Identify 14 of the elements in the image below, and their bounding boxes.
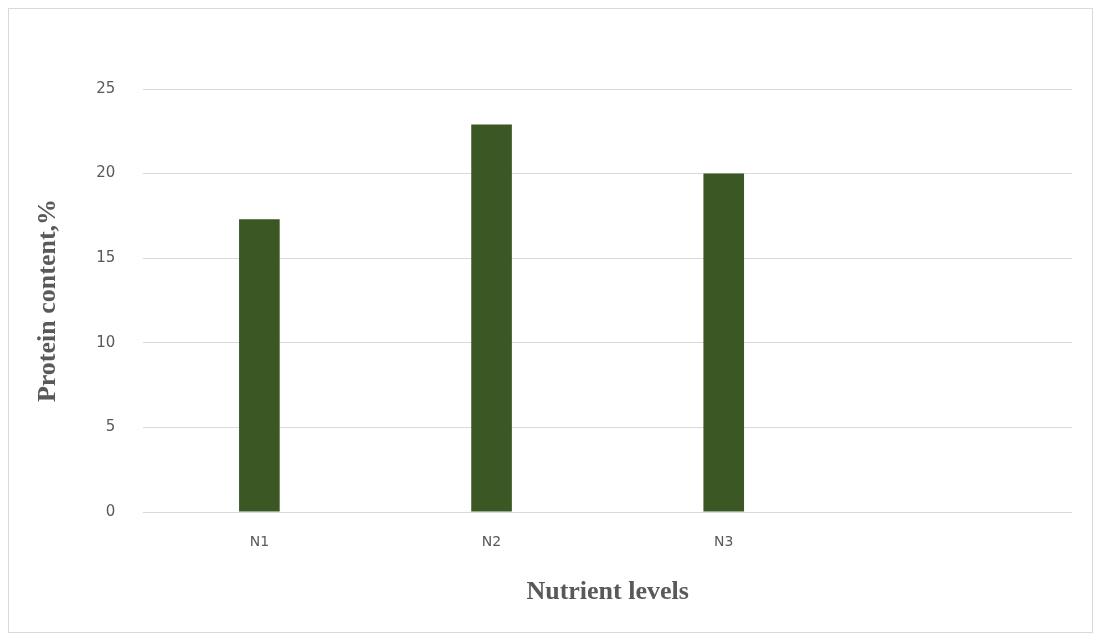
x-axis-title: Nutrient levels: [526, 576, 689, 606]
y-tick-label: 5: [105, 417, 116, 436]
x-tick-label: N2: [481, 533, 502, 550]
y-tick-label: 15: [96, 248, 116, 267]
bar: [471, 124, 512, 512]
bar: [703, 173, 745, 512]
x-tick-label: N1: [249, 533, 270, 550]
y-tick-label: 10: [96, 332, 116, 351]
x-tick-label: N3: [714, 533, 734, 550]
y-tick-label: 25: [96, 78, 116, 97]
y-tick-label: 20: [96, 163, 116, 182]
y-axis-title: Protein content,%: [32, 198, 62, 403]
y-tick-label: 0: [105, 501, 116, 520]
bar: [239, 219, 280, 512]
